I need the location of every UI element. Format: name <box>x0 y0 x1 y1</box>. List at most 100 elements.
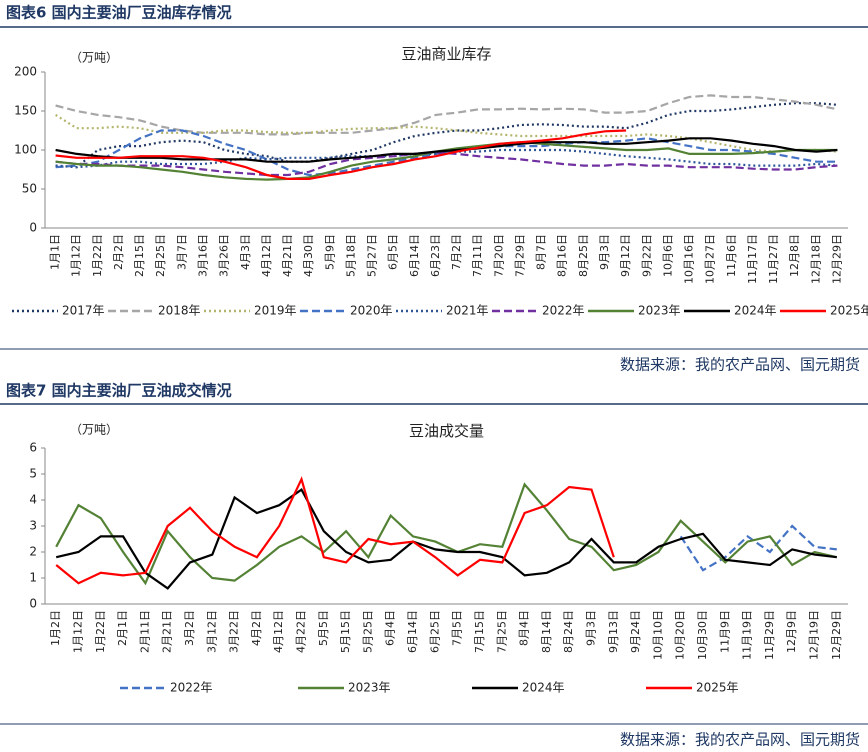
x-tick-label: 4月2日 <box>250 610 263 646</box>
legend-label: 2023年 <box>348 681 391 695</box>
x-tick-label: 7月5日 <box>451 610 464 646</box>
x-tick-label: 3月26日 <box>218 234 231 277</box>
x-tick-label: 3月7日 <box>175 234 188 270</box>
y-tick-label: 5 <box>29 467 37 481</box>
x-tick-label: 7月11日 <box>471 234 484 277</box>
series-line <box>55 141 838 181</box>
x-tick-label: 5月9日 <box>323 234 336 270</box>
x-tick-label: 6月25日 <box>428 610 441 653</box>
x-tick-label: 6月14日 <box>406 610 419 653</box>
x-tick-label: 3月12日 <box>205 610 218 653</box>
x-tick-label: 11月6日 <box>725 234 738 277</box>
y-tick-label: 50 <box>22 182 37 196</box>
y-tick-label: 200 <box>14 65 37 79</box>
legend-label: 2024年 <box>522 681 565 695</box>
source: 数据来源：我的农产品网、国元期货 <box>620 731 860 749</box>
y-tick-label: 1 <box>29 571 37 585</box>
y-tick-label: 3 <box>29 519 37 533</box>
x-tick-label: 4月12日 <box>260 234 273 277</box>
series-line <box>55 151 838 177</box>
x-tick-label: 1月22日 <box>94 610 107 653</box>
x-tick-label: 3月22日 <box>228 610 241 653</box>
legend-label: 2017年 <box>62 304 105 318</box>
x-tick-label: 12月29日 <box>830 234 843 284</box>
x-tick-label: 5月5日 <box>317 610 330 646</box>
x-tick-label: 11月19日 <box>741 610 754 660</box>
x-tick-label: 8月7日 <box>535 234 548 270</box>
series-line <box>55 129 627 180</box>
x-tick-label: 9月24日 <box>629 610 642 653</box>
x-tick-label: 12月8日 <box>788 234 801 277</box>
series-line <box>679 524 837 572</box>
x-tick-label: 5月15日 <box>339 610 352 653</box>
x-tick-label: 10月16日 <box>683 234 696 284</box>
x-tick-label: 8月25日 <box>577 234 590 277</box>
legend-label: 2025年 <box>696 681 739 695</box>
x-tick-label: 4月12日 <box>272 610 285 653</box>
x-tick-label: 9月13日 <box>607 610 620 653</box>
legend-label: 2024年 <box>734 304 777 318</box>
x-tick-label: 6月5日 <box>387 234 400 270</box>
x-tick-label: 9月3日 <box>584 610 597 646</box>
x-tick-label: 4月30日 <box>302 234 315 277</box>
x-tick-label: 4月21日 <box>281 234 294 277</box>
x-tick-label: 7月29日 <box>513 234 526 277</box>
x-tick-label: 1月1日 <box>49 234 62 270</box>
x-tick-label: 10月20日 <box>674 610 687 660</box>
y-tick-label: 0 <box>29 221 37 235</box>
x-tick-label: 2月15日 <box>133 234 146 277</box>
legend-label: 2023年 <box>638 304 681 318</box>
x-tick-label: 2月21日 <box>161 610 174 653</box>
x-tick-label: 1月12日 <box>71 610 84 653</box>
x-tick-label: 1月2日 <box>49 610 62 646</box>
source: 数据来源：我的农产品网、国元期货 <box>620 356 860 374</box>
x-tick-label: 10月30日 <box>696 610 709 660</box>
x-tick-label: 2月11日 <box>138 610 151 653</box>
legend-label: 2020年 <box>350 304 393 318</box>
series-line <box>55 476 615 585</box>
x-tick-label: 9月12日 <box>619 234 632 277</box>
legend-label: 2022年 <box>542 304 585 318</box>
legend-label: 2025年 <box>830 304 868 318</box>
series-line <box>55 113 838 153</box>
chart-title: 豆油成交量 <box>409 422 484 440</box>
x-tick-label: 6月14日 <box>408 234 421 277</box>
legend-label: 2022年 <box>170 681 213 695</box>
x-tick-label: 12月18日 <box>809 234 822 284</box>
series-line <box>55 137 838 163</box>
series-line <box>55 129 838 177</box>
x-tick-label: 12月19日 <box>808 610 821 660</box>
series-line <box>55 482 838 586</box>
y-tick-label: 2 <box>29 545 37 559</box>
x-tick-label: 9月22日 <box>640 234 653 277</box>
x-tick-label: 1月22日 <box>91 234 104 277</box>
x-tick-label: 2月25日 <box>154 234 167 277</box>
x-tick-label: 1月12日 <box>70 234 83 277</box>
x-tick-label: 11月9日 <box>718 610 731 653</box>
x-tick-label: 6月23日 <box>429 234 442 277</box>
x-tick-label: 7月20日 <box>492 234 505 277</box>
x-tick-label: 9月3日 <box>598 234 611 270</box>
x-tick-label: 8月24日 <box>562 610 575 653</box>
x-tick-label: 8月4日 <box>518 610 531 646</box>
legend-label: 2021年 <box>446 304 489 318</box>
x-tick-label: 5月25日 <box>361 610 374 653</box>
y-tick-label: 0 <box>29 597 37 611</box>
y-unit-label: （万吨） <box>70 51 118 65</box>
x-tick-label: 10月10日 <box>651 610 664 660</box>
x-tick-label: 7月2日 <box>450 234 463 270</box>
x-tick-label: 2月1日 <box>116 610 129 646</box>
x-tick-label: 2月2日 <box>112 234 125 270</box>
y-tick-label: 4 <box>29 493 37 507</box>
series-line <box>55 487 837 590</box>
x-tick-label: 7月15日 <box>473 610 486 653</box>
x-tick-label: 10月27日 <box>704 234 717 284</box>
x-tick-label: 4月3日 <box>239 234 252 270</box>
y-unit-label: （万吨） <box>70 423 118 437</box>
figure-caption: 图表7 国内主要油厂豆油成交情况 <box>6 382 232 400</box>
x-tick-label: 3月16日 <box>196 234 209 277</box>
x-tick-label: 12月9日 <box>785 610 798 653</box>
figure-caption: 图表6 国内主要油厂豆油库存情况 <box>6 4 232 22</box>
series-line <box>55 148 838 169</box>
